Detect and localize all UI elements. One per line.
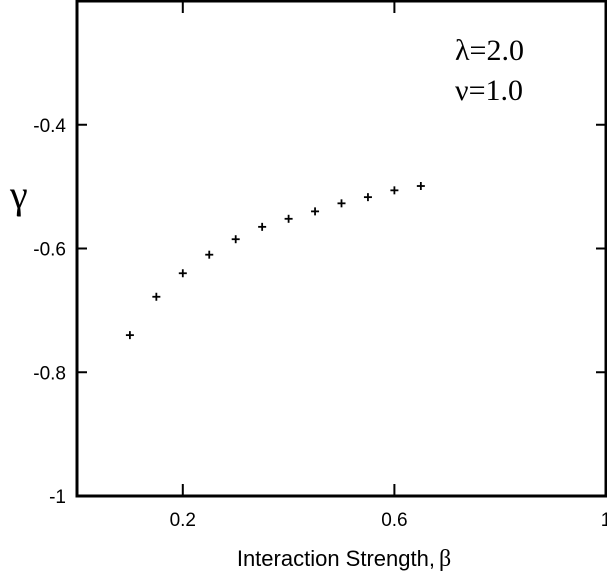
y-tick-label: -0.8 xyxy=(33,363,66,384)
data-point xyxy=(152,292,161,301)
data-point xyxy=(363,193,372,202)
x-tick-label: 0.2 xyxy=(170,510,196,531)
annotation-lambda: λ=2.0 xyxy=(455,34,524,67)
annotation-nu: ν=1.0 xyxy=(455,74,523,107)
y-axis-ticks: -1 -0.8 -0.6 -0.4 xyxy=(33,116,606,508)
data-points xyxy=(125,182,425,340)
data-point xyxy=(284,214,293,223)
data-point xyxy=(311,207,320,216)
data-point xyxy=(125,331,134,340)
x-tick-label: 0.6 xyxy=(381,510,407,531)
data-point xyxy=(205,250,214,259)
x-axis-label-symbol: β xyxy=(439,546,451,572)
data-point xyxy=(231,235,240,244)
data-point xyxy=(390,186,399,195)
plot-frame xyxy=(75,0,607,498)
x-axis-label-text: Interaction Strength, xyxy=(237,546,435,571)
x-tick-label: 1 xyxy=(601,510,607,531)
data-point xyxy=(337,199,346,208)
data-point xyxy=(178,269,187,278)
y-tick-label: -0.4 xyxy=(33,116,66,137)
y-axis-label: γ xyxy=(9,172,28,217)
x-axis-label: Interaction Strength, β xyxy=(237,546,451,572)
x-axis-ticks: 0.2 0.6 1 xyxy=(170,1,607,531)
y-tick-label: -0.6 xyxy=(33,240,66,261)
data-point xyxy=(258,222,267,231)
data-point xyxy=(416,182,425,191)
y-tick-label: -1 xyxy=(49,487,66,508)
